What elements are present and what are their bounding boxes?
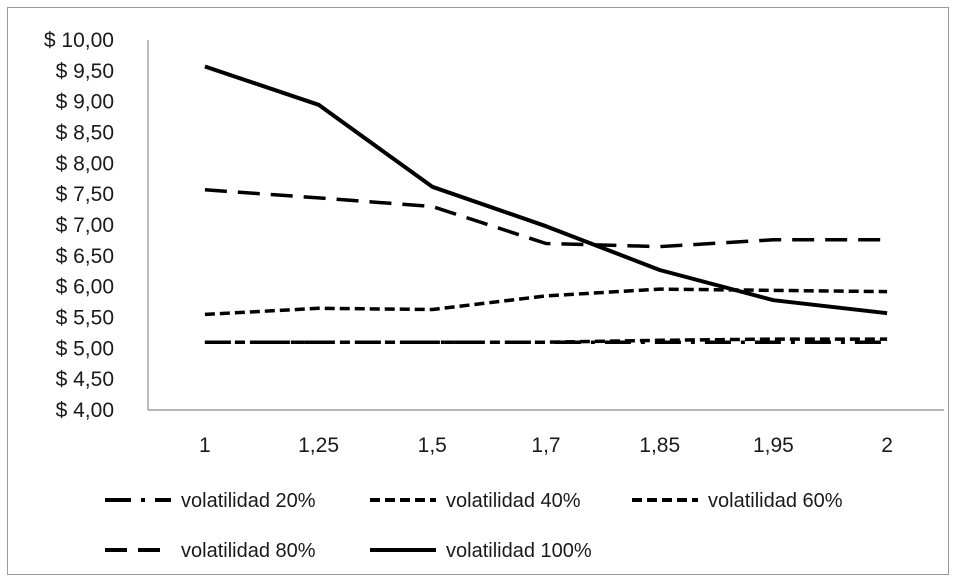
y-tick-label: $ 9,50 <box>56 60 114 83</box>
y-tick-label: $ 8,50 <box>56 122 114 145</box>
series-line-2 <box>204 337 888 344</box>
x-tick-label: 1 <box>199 434 211 457</box>
y-tick-label: $ 6,50 <box>56 245 114 268</box>
y-tick-label: $ 5,50 <box>56 307 114 330</box>
x-tick-label: 1,5 <box>418 434 447 457</box>
legend: volatilidad 20% volatilidad 40% volatilida… <box>105 490 843 562</box>
y-tick-labels: $ 4,00 $ 4,50 $ 5,00 $ 5,50 $ 6,00 $ 6,50 $ 7,… <box>44 29 114 422</box>
series-line-4 <box>204 188 888 249</box>
x-tick-label: 1,95 <box>753 434 794 457</box>
legend-label: volatilidad 80% <box>181 540 316 562</box>
legend-label: volatilidad 100% <box>446 540 592 562</box>
x-tick-label: 1,25 <box>298 434 339 457</box>
series-line-3 <box>204 287 888 317</box>
y-tick-label: $ 7,00 <box>56 214 114 237</box>
y-tick-label: $ 4,00 <box>56 399 114 422</box>
x-tick-label: 1,85 <box>639 434 680 457</box>
series-line-5 <box>204 64 888 316</box>
y-tick-label: $ 8,00 <box>56 152 114 175</box>
legend-label: volatilidad 40% <box>446 490 581 512</box>
y-tick-label: $ 6,00 <box>56 276 114 299</box>
legend-label: volatilidad 20% <box>181 490 316 512</box>
x-tick-labels: 1 1,25 1,5 1,7 1,85 1,95 2 <box>199 434 893 457</box>
y-tick-label: $ 4,50 <box>56 368 114 391</box>
y-tick-label: $ 5,00 <box>56 337 114 360</box>
x-tick-label: 2 <box>881 434 893 457</box>
y-tick-label: $ 9,00 <box>56 91 114 114</box>
legend-label: volatilidad 60% <box>708 490 843 512</box>
y-tick-label: $ 10,00 <box>44 29 114 52</box>
x-tick-label: 1,7 <box>531 434 560 457</box>
series-lines <box>204 64 888 344</box>
y-tick-label: $ 7,50 <box>56 183 114 206</box>
